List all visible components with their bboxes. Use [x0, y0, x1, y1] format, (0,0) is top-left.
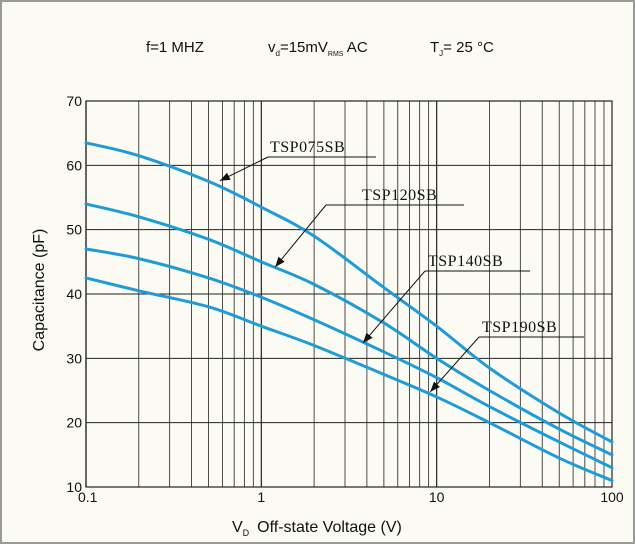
series-label: TSP120SB [362, 187, 437, 204]
callout-arrowhead [219, 172, 231, 181]
x-tick-label: 10 [429, 489, 445, 505]
callout-arrowhead [275, 256, 285, 267]
y-tick-label: 70 [66, 93, 82, 109]
y-tick-label: 40 [66, 286, 82, 302]
x-tick-label: 0.1 [78, 489, 98, 505]
series-line-tsp140sb [84, 247, 614, 470]
callout-arrowhead [362, 332, 373, 343]
y-tick-label: 60 [66, 157, 82, 173]
y-axis-title: Capacitance (pF) [31, 229, 48, 352]
callout-leader [274, 204, 327, 268]
callout-leader [429, 336, 480, 393]
y-tick-label: 50 [66, 222, 82, 238]
voltage-condition: vd=15mVRMS AC [268, 39, 368, 58]
plot-border [85, 100, 613, 488]
y-tick-label: 20 [66, 415, 82, 431]
series-line-tsp190sb [84, 276, 614, 483]
frequency-condition: f=1 MHZ [146, 39, 204, 56]
series-callouts: TSP075SB TSP120SB TSP140SB TSP190SB [219, 139, 584, 393]
x-axis-title: VD Off-state Voltage (V) [232, 519, 402, 538]
y-tick-label: 30 [66, 350, 82, 366]
x-tick-label: 100 [600, 489, 624, 505]
series-label: TSP190SB [482, 319, 557, 336]
temperature-condition: TJ= 25 °C [430, 39, 494, 58]
callout-arrowhead [430, 381, 440, 392]
series-line-tsp075sb [84, 141, 614, 444]
series-line-tsp120sb [84, 202, 614, 457]
callout-leader [362, 270, 426, 344]
tick-labels: 0.1 1 10 100 10 20 30 40 50 60 70 [66, 93, 623, 505]
x-tick-label: 1 [257, 489, 265, 505]
series-label: TSP075SB [270, 139, 345, 156]
series-curves [84, 141, 614, 483]
y-tick-label: 10 [66, 479, 82, 495]
series-label: TSP140SB [428, 253, 503, 270]
